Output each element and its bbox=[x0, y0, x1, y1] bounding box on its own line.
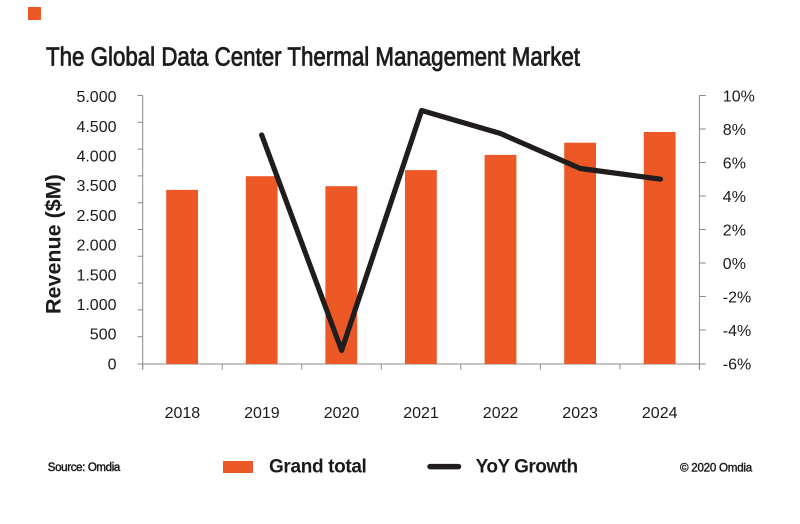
svg-text:-4%: -4% bbox=[723, 323, 751, 340]
svg-text:4.500: 4.500 bbox=[76, 119, 116, 136]
svg-text:1.000: 1.000 bbox=[76, 297, 116, 314]
svg-text:2022: 2022 bbox=[483, 405, 519, 422]
svg-text:10%: 10% bbox=[723, 88, 755, 105]
svg-text:0%: 0% bbox=[723, 256, 746, 273]
svg-text:Revenue ($M): Revenue ($M) bbox=[42, 174, 66, 314]
svg-text:3.500: 3.500 bbox=[76, 178, 116, 195]
svg-text:2021: 2021 bbox=[403, 405, 439, 422]
svg-text:Source: Omdia: Source: Omdia bbox=[48, 462, 121, 474]
svg-text:2.000: 2.000 bbox=[76, 238, 116, 255]
svg-text:2%: 2% bbox=[723, 222, 746, 239]
svg-text:2.500: 2.500 bbox=[76, 208, 116, 225]
svg-text:Grand total: Grand total bbox=[269, 457, 367, 478]
svg-text:-6%: -6% bbox=[723, 356, 751, 373]
svg-text:4.000: 4.000 bbox=[76, 149, 116, 166]
svg-text:500: 500 bbox=[90, 327, 117, 344]
svg-text:4%: 4% bbox=[723, 189, 746, 206]
svg-text:2019: 2019 bbox=[244, 405, 280, 422]
svg-text:1.500: 1.500 bbox=[76, 267, 116, 284]
svg-text:2023: 2023 bbox=[562, 405, 598, 422]
svg-text:2024: 2024 bbox=[642, 405, 678, 422]
svg-text:YoY Growth: YoY Growth bbox=[476, 457, 578, 478]
svg-text:© 2020 Omdia: © 2020 Omdia bbox=[680, 461, 753, 474]
svg-text:5.000: 5.000 bbox=[76, 89, 116, 106]
svg-text:8%: 8% bbox=[723, 122, 746, 139]
svg-text:2020: 2020 bbox=[324, 405, 360, 422]
svg-text:The Global Data Center Thermal: The Global Data Center Thermal Managemen… bbox=[46, 43, 580, 72]
svg-text:0: 0 bbox=[108, 356, 117, 373]
svg-text:6%: 6% bbox=[723, 155, 746, 172]
svg-text:-2%: -2% bbox=[723, 289, 751, 306]
svg-text:2018: 2018 bbox=[165, 405, 201, 422]
